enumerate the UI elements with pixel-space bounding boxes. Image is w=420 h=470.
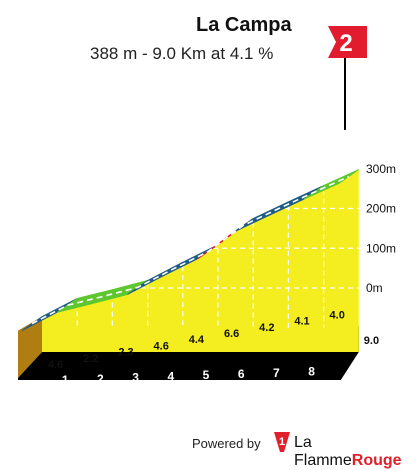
gradient-label: 4.4 <box>189 334 205 346</box>
summit-flag <box>328 26 367 58</box>
svg-text:1: 1 <box>279 436 285 448</box>
y-tick-label: 0m <box>366 281 383 295</box>
gradient-label: 2.3 <box>118 347 133 359</box>
distance-strip <box>18 352 359 380</box>
brand-name: La FlammeRouge <box>294 434 420 470</box>
brand-name-part2: Rouge <box>351 452 402 469</box>
climb-number-label: 2 <box>339 30 352 57</box>
start-block <box>18 316 42 378</box>
km-marker-label: 7 <box>273 366 280 380</box>
climb-title: La Campa <box>196 14 292 36</box>
y-tick-label: 100m <box>366 241 396 255</box>
y-tick-label: 300m <box>366 162 396 176</box>
km-marker-label: 2 <box>97 372 104 386</box>
km-marker-label: 8 <box>308 365 315 379</box>
powered-by-label: Powered by <box>192 436 261 451</box>
flame-logo-icon: 1 <box>274 432 290 452</box>
gradient-label: 4.2 <box>259 322 274 334</box>
y-tick-label: 200m <box>366 202 396 216</box>
km-marker-label: 4 <box>167 369 174 383</box>
gradient-label: 6.6 <box>224 328 239 340</box>
road-centreline <box>31 175 350 325</box>
total-distance-label: 9.0 <box>364 335 379 347</box>
km-marker-label: 1 <box>62 373 69 387</box>
gradient-label: 2.2 <box>83 353 98 365</box>
gradient-label: 4.1 <box>294 316 309 328</box>
gradient-label: 4.6 <box>154 340 169 352</box>
gradient-label: 4.6 <box>48 359 63 371</box>
km-marker-label: 3 <box>132 371 139 385</box>
gradient-label: 4.0 <box>330 309 345 321</box>
brand-name-part1: La Flamme <box>294 434 352 469</box>
km-marker-label: 5 <box>203 368 210 382</box>
profile-area <box>42 169 359 352</box>
climb-subtitle: 388 m - 9.0 Km at 4.1 % <box>90 44 274 63</box>
km-marker-label: 6 <box>238 367 245 381</box>
